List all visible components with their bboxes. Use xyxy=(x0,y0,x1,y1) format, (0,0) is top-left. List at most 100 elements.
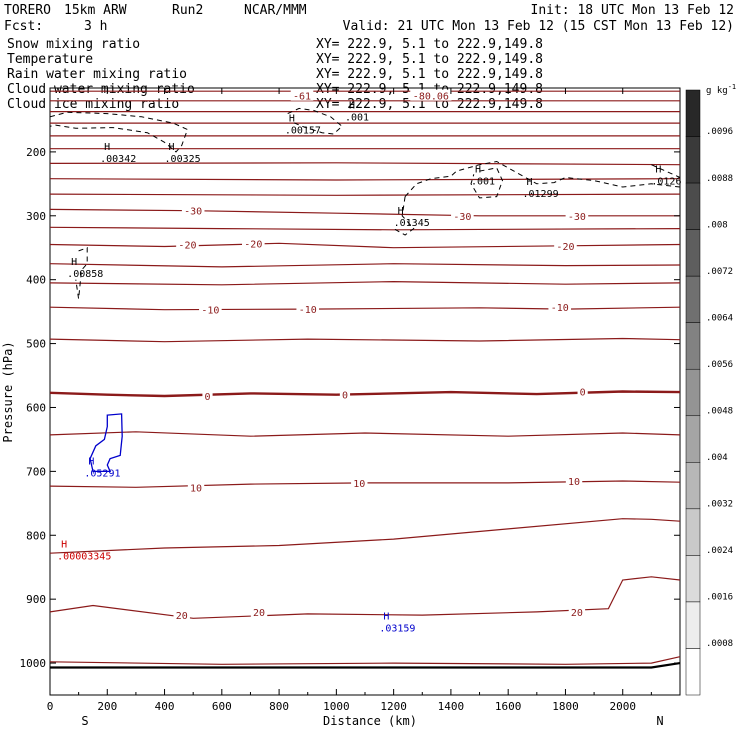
maximum-marker: H xyxy=(655,164,661,175)
colorbar-swatch xyxy=(685,136,701,184)
x-tick-label: 1200 xyxy=(380,700,407,713)
contour-label: -30 xyxy=(184,207,202,218)
contour-label-bg xyxy=(351,476,368,488)
colorbar-label: .0008 xyxy=(706,639,733,649)
x-axis-label: Distance (km) xyxy=(323,714,417,728)
colorbar-swatch xyxy=(685,555,701,603)
maximum-value: .01345 xyxy=(394,218,430,229)
y-tick-label: 400 xyxy=(26,274,46,287)
valid-time: Valid: 21 UTC Mon 13 Feb 12 (15 CST Mon … xyxy=(343,19,734,34)
maximum-marker: H xyxy=(398,206,404,217)
temperature-contour xyxy=(49,656,681,665)
y-tick-label: 600 xyxy=(26,401,46,414)
x-tick-label: 2000 xyxy=(609,700,636,713)
contour-label-bg xyxy=(565,209,589,221)
terrain-line xyxy=(50,662,681,669)
plot-area: -30 -30 -30 -20 -20 -20 -10 -10 -10 0 0 0 10 10 10 20 20… xyxy=(20,87,681,713)
maximum-value: .001 xyxy=(345,113,369,124)
temperature-contour xyxy=(49,162,681,166)
colorbar-label: .0032 xyxy=(706,500,733,510)
contour-label-bg xyxy=(202,389,213,401)
maximum-marker: H xyxy=(104,142,110,153)
colorbar-label: .0048 xyxy=(706,406,733,416)
contour-label-bg xyxy=(451,209,474,221)
maximum-marker: H xyxy=(61,540,67,551)
maximum-marker: H xyxy=(71,257,77,268)
maximum-value: .01299 xyxy=(523,189,559,200)
contour-label-bg xyxy=(242,237,265,249)
contour-label-bg xyxy=(577,385,588,397)
y-tick-label: 200 xyxy=(26,146,46,159)
north-label: N xyxy=(656,714,663,728)
maximum-marker: H xyxy=(475,164,481,175)
maximum-marker: H xyxy=(169,142,175,153)
temperature-contour xyxy=(49,518,681,554)
legend-item-name: Rain water mixing ratio xyxy=(7,67,187,82)
colorbar-swatch xyxy=(685,368,701,417)
colorbar-label: .0064 xyxy=(706,313,733,323)
maximum-marker: H xyxy=(349,101,355,112)
contour-label: -61 xyxy=(293,92,311,103)
contour-label-bg xyxy=(296,303,320,315)
fcst-value: 3 h xyxy=(84,19,107,34)
contour-label: -30 xyxy=(568,212,586,223)
temperature-contour xyxy=(49,242,681,249)
temperature-contour xyxy=(49,431,681,437)
contour-label: -20 xyxy=(556,242,574,253)
contour-label: -80.06 xyxy=(413,92,449,103)
legend-item-range: XY= 222.9, 5.1 to 222.9,149.8 xyxy=(316,52,543,67)
legend-item-name: Cloud water mixing ratio xyxy=(7,82,195,97)
legend-item-range: XY= 222.9, 5.1 to 222.9,149.8 xyxy=(316,37,543,52)
colorbar-label: .0024 xyxy=(706,546,733,556)
contour-label: 0 xyxy=(580,388,586,399)
y-tick-label: 700 xyxy=(26,465,46,478)
colorbar-swatch xyxy=(685,415,701,463)
fcst-label: Fcst: xyxy=(4,19,43,34)
contour-label-bg xyxy=(548,301,572,313)
y-tick-label: 800 xyxy=(26,529,46,542)
temperature-contour xyxy=(49,208,680,217)
contour-label-bg xyxy=(181,204,205,216)
x-tick-label: 400 xyxy=(155,700,175,713)
contour-label: 20 xyxy=(253,608,265,619)
snow-contour xyxy=(49,111,189,153)
x-tick-label: 0 xyxy=(47,700,54,713)
colorbar-swatch xyxy=(685,322,701,370)
colorbar-swatch xyxy=(685,648,701,696)
center-label: NCAR/MMM xyxy=(244,3,307,18)
legend-item-range: XY= 222.9, 5.1 to 222.9,149.8 xyxy=(316,67,543,82)
colorbar-swatch xyxy=(685,182,701,230)
contour-label-bg xyxy=(176,238,199,250)
contour-label-bg xyxy=(290,89,314,101)
temperature-contours xyxy=(49,90,681,665)
contour-label: 0 xyxy=(342,391,348,402)
contour-label: 10 xyxy=(353,479,365,490)
init-time: Init: 18 UTC Mon 13 Feb 12 xyxy=(531,3,735,18)
maximum-marker: H xyxy=(88,456,94,467)
colorbar-label: .008 xyxy=(706,220,728,230)
legend-item-name: Temperature xyxy=(7,52,93,67)
colorbar-label: .0056 xyxy=(706,360,733,370)
temperature-contour xyxy=(49,263,681,268)
y-tick-label: 900 xyxy=(26,593,46,606)
maximum-marker: H xyxy=(527,177,533,188)
contour-label: 0 xyxy=(204,392,210,403)
contour-label-bg xyxy=(410,89,452,101)
x-tick-label: 1000 xyxy=(323,700,350,713)
contour-label-bg xyxy=(250,605,268,617)
maximum-marker: H xyxy=(289,113,295,124)
maximum-value: .00157 xyxy=(285,125,321,136)
maximum-value: .001 xyxy=(471,176,495,187)
x-axis: 0 200 400 600 800 1000 1200 1400 1600 1800 2000 xyxy=(47,88,652,713)
colorbar-swatch xyxy=(685,229,701,277)
colorbar-label: .004 xyxy=(706,453,728,463)
maximum-value: .03159 xyxy=(379,624,415,635)
contour-label: -20 xyxy=(178,241,196,252)
temperature-contour xyxy=(49,226,681,231)
y-axis-label: Pressure (hPa) xyxy=(1,341,15,442)
x-tick-label: 800 xyxy=(269,700,289,713)
colorbar-label: .0096 xyxy=(706,127,733,137)
contour-label: 10 xyxy=(568,477,580,488)
